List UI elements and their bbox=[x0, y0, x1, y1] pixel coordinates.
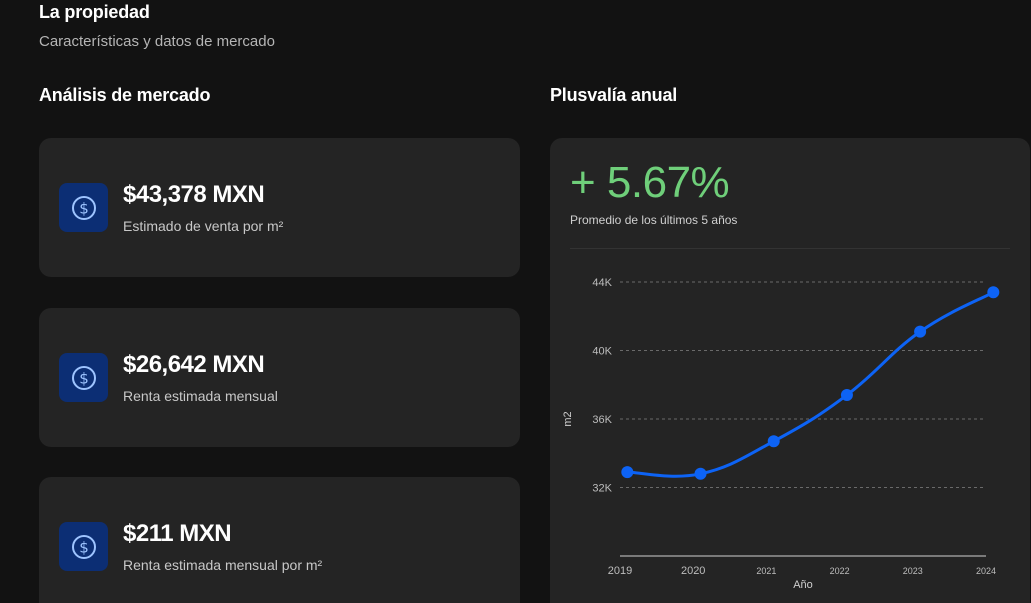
growth-percentage: + 5.67% bbox=[570, 158, 730, 207]
plusvalia-chart-card: + 5.67% Promedio de los últimos 5 años 3… bbox=[550, 138, 1030, 603]
dollar-coin-icon: $ bbox=[59, 522, 108, 571]
rent-per-m2-value: $211 MXN bbox=[123, 520, 232, 547]
svg-text:$: $ bbox=[79, 199, 89, 217]
data-point bbox=[621, 466, 634, 479]
monthly-rent-label: Renta estimada mensual bbox=[123, 388, 278, 404]
y-axis-title: m2 bbox=[562, 411, 574, 426]
market-analysis-title: Análisis de mercado bbox=[39, 85, 211, 105]
x-tick-label: 2022 bbox=[830, 566, 850, 576]
page-subtitle: Características y datos de mercado bbox=[39, 33, 275, 50]
sale-price-label: Estimado de venta por m² bbox=[123, 218, 284, 234]
data-point bbox=[987, 286, 1000, 299]
rent-per-m2-label: Renta estimada mensual por m² bbox=[123, 557, 323, 573]
x-tick-label: 2021 bbox=[756, 566, 776, 576]
dollar-coin-icon: $ bbox=[59, 183, 108, 232]
data-point bbox=[767, 435, 780, 448]
plusvalia-line-chart: 32K 36K 40K 44K 2019 2020 2021 2022 2023 2024 Año m… bbox=[562, 277, 1000, 591]
page-title: La propiedad bbox=[39, 2, 150, 22]
x-axis-title: Año bbox=[793, 579, 813, 591]
divider bbox=[570, 248, 1010, 249]
svg-text:$: $ bbox=[79, 369, 89, 387]
growth-note: Promedio de los últimos 5 años bbox=[570, 213, 738, 227]
sale-price-value: $43,378 MXN bbox=[123, 181, 265, 208]
data-point bbox=[840, 389, 853, 402]
y-tick-label: 36K bbox=[592, 414, 612, 426]
rent-per-m2-card: $ $211 MXN Renta estimada mensual por m² bbox=[39, 477, 520, 603]
plusvalia-title: Plusvalía anual bbox=[550, 85, 678, 105]
svg-text:$: $ bbox=[79, 538, 89, 556]
monthly-rent-value: $26,642 MXN bbox=[123, 351, 265, 378]
x-tick-label: 2020 bbox=[681, 565, 705, 577]
x-tick-label: 2019 bbox=[608, 565, 632, 577]
series-line bbox=[625, 290, 995, 478]
y-tick-label: 40K bbox=[592, 346, 612, 358]
y-tick-label: 32K bbox=[592, 483, 612, 495]
y-tick-label: 44K bbox=[592, 277, 612, 289]
dollar-coin-icon: $ bbox=[59, 353, 108, 402]
x-tick-label: 2023 bbox=[903, 566, 923, 576]
data-point bbox=[694, 467, 707, 480]
x-tick-label: 2024 bbox=[976, 566, 996, 576]
monthly-rent-card: $ $26,642 MXN Renta estimada mensual bbox=[39, 308, 520, 447]
data-point bbox=[914, 325, 927, 338]
sale-price-card: $ $43,378 MXN Estimado de venta por m² bbox=[39, 138, 520, 277]
